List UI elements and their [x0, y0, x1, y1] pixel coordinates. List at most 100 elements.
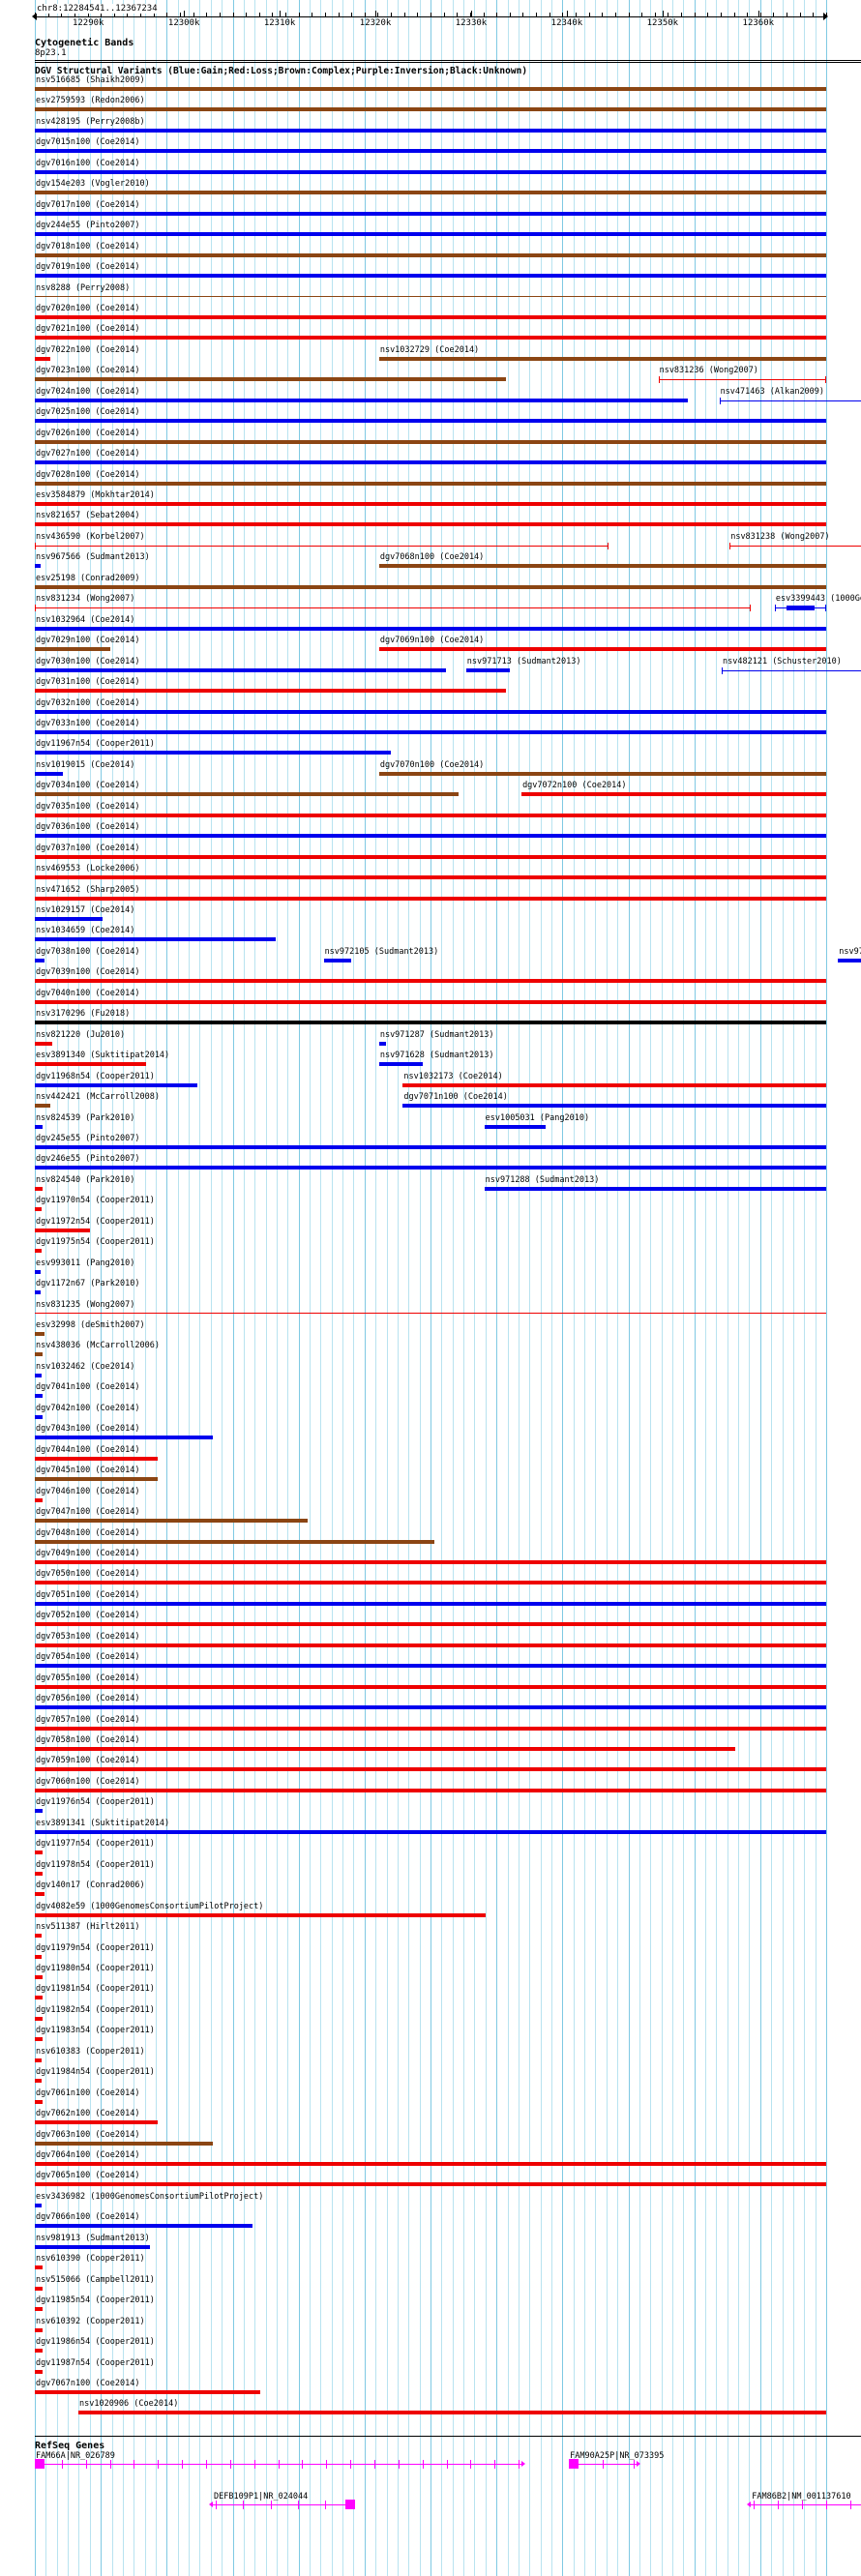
variant-feature[interactable] [35, 356, 51, 361]
variant-feature[interactable] [35, 252, 826, 257]
variant-feature[interactable] [35, 1974, 44, 1979]
dgv-variant-row[interactable]: dgv244e55 (Pinto2007) [0, 221, 861, 240]
variant-feature[interactable] [35, 2162, 826, 2166]
dgv-variant-row[interactable]: nsv821220 (Ju2010) nsv971287 (Sudmant2013… [0, 1030, 861, 1050]
dgv-variant-row[interactable]: dgv7058n100 (Coe2014) [0, 1735, 861, 1755]
variant-feature[interactable] [35, 460, 826, 465]
dgv-variant-row[interactable]: dgv7051n100 (Coe2014) [0, 1590, 861, 1610]
dgv-variant-row[interactable]: dgv7057n100 (Coe2014) [0, 1715, 861, 1734]
variant-feature[interactable] [35, 2058, 42, 2062]
variant-feature[interactable] [719, 397, 861, 404]
variant-feature[interactable] [35, 605, 752, 612]
variant-feature[interactable] [465, 667, 510, 672]
dgv-variant-row[interactable]: dgv7032n100 (Coe2014) [0, 698, 861, 718]
dgv-variant-row[interactable]: dgv246e55 (Pinto2007) [0, 1154, 861, 1173]
dgv-variant-row[interactable]: dgv7067n100 (Coe2014) [0, 2379, 861, 2398]
dgv-variant-row[interactable]: esv3436982 (1000GenomesConsortiumPilotPr… [0, 2192, 861, 2211]
variant-feature[interactable] [35, 128, 826, 133]
variant-feature[interactable] [35, 1851, 44, 1855]
dgv-variant-row[interactable]: dgv7024n100 (Coe2014) nsv471463 (Alkan200… [0, 387, 861, 406]
variant-feature[interactable] [35, 1912, 487, 1917]
variant-feature[interactable] [35, 1788, 826, 1792]
variant-feature[interactable] [35, 2349, 44, 2354]
dgv-variant-row[interactable]: nsv515066 (Campbell2011) [0, 2275, 861, 2295]
variant-feature[interactable] [378, 1062, 423, 1067]
variant-feature[interactable] [35, 1352, 44, 1357]
variant-feature[interactable] [323, 958, 352, 962]
dgv-variant-row[interactable]: dgv1172n67 (Park2010) [0, 1279, 861, 1298]
variant-feature[interactable] [35, 917, 103, 921]
dgv-variant-row[interactable]: dgv154e203 (Vogler2010) [0, 179, 861, 198]
variant-feature[interactable] [35, 2141, 214, 2146]
variant-feature[interactable] [35, 875, 826, 880]
variant-feature[interactable] [35, 1497, 44, 1502]
dgv-variant-row[interactable]: nsv436590 (Korbel2007) nsv831238 (Wong200… [0, 532, 861, 551]
variant-feature[interactable] [35, 336, 826, 341]
dgv-variant-row[interactable]: dgv7044n100 (Coe2014) [0, 1445, 861, 1465]
variant-feature[interactable] [35, 1228, 91, 1232]
variant-feature[interactable] [35, 1726, 826, 1731]
dgv-variant-row[interactable]: nsv1029157 (Coe2014)esv3322725 (1000Geno… [0, 905, 861, 925]
variant-feature[interactable] [484, 1124, 547, 1129]
dgv-variant-row[interactable]: dgv11987n54 (Cooper2011) [0, 2358, 861, 2378]
variant-feature[interactable] [35, 1684, 826, 1689]
variant-feature[interactable] [774, 605, 826, 612]
dgv-variant-row[interactable]: nsv821657 (Sebat2004) [0, 511, 861, 530]
dgv-variant-row[interactable]: dgv245e55 (Pinto2007) [0, 1134, 861, 1153]
variant-feature[interactable] [35, 1519, 309, 1524]
variant-feature[interactable] [35, 2099, 44, 2104]
variant-feature[interactable] [35, 999, 826, 1004]
variant-feature[interactable] [35, 1436, 214, 1440]
variant-feature[interactable] [35, 522, 826, 527]
variant-feature[interactable] [35, 1581, 826, 1585]
dgv-variant-row[interactable]: nsv438036 (McCarroll2006) [0, 1341, 861, 1360]
variant-feature[interactable] [838, 958, 861, 962]
dgv-variant-row[interactable]: dgv7061n100 (Coe2014) [0, 2088, 861, 2108]
variant-feature[interactable] [35, 2182, 826, 2187]
dgv-variant-row[interactable]: dgv7055n100 (Coe2014) [0, 1673, 861, 1693]
variant-feature[interactable] [35, 1996, 44, 2000]
dgv-variant-row[interactable]: dgv11984n54 (Cooper2011) [0, 2067, 861, 2087]
dgv-variant-row[interactable]: nsv824540 (Park2010) nsv971288 (Sudmant20… [0, 1175, 861, 1195]
variant-feature[interactable] [35, 1269, 41, 1274]
dgv-variant-row[interactable]: esv2759593 (Redon2006) [0, 96, 861, 115]
variant-feature[interactable] [35, 1041, 52, 1046]
dgv-variant-row[interactable]: nsv981913 (Sudmant2013) [0, 2234, 861, 2253]
variant-feature[interactable] [35, 1954, 42, 1959]
variant-feature[interactable] [35, 211, 826, 216]
variant-feature[interactable] [35, 1290, 41, 1295]
variant-feature[interactable] [35, 274, 826, 279]
variant-feature[interactable] [35, 2307, 44, 2312]
variant-feature[interactable] [35, 729, 826, 734]
dgv-variant-row[interactable]: esv993011 (Pang2010) [0, 1258, 861, 1278]
dgv-variant-row[interactable]: nsv831234 (Wong2007) esv3399443 (1000Geno… [0, 594, 861, 613]
dgv-variant-row[interactable]: dgv140n17 (Conrad2006) [0, 1880, 861, 1900]
dgv-variant-row[interactable]: dgv11967n54 (Cooper2011)dgv7074n100 (Coe… [0, 739, 861, 758]
variant-feature[interactable] [35, 1892, 45, 1897]
dgv-variant-row[interactable]: dgv7065n100 (Coe2014) [0, 2171, 861, 2190]
variant-feature[interactable] [35, 1601, 826, 1606]
dgv-variant-row[interactable]: dgv11979n54 (Cooper2011) [0, 1943, 861, 1963]
dgv-variant-row[interactable]: dgv7053n100 (Coe2014) [0, 1632, 861, 1651]
dgv-variant-row[interactable]: dgv11981n54 (Cooper2011) [0, 1984, 861, 2003]
dgv-variant-row[interactable]: dgv7056n100 (Coe2014) [0, 1694, 861, 1713]
dgv-variant-row[interactable]: dgv7045n100 (Coe2014) [0, 1466, 861, 1485]
variant-feature[interactable] [35, 2120, 158, 2125]
variant-feature[interactable] [35, 1539, 435, 1544]
variant-feature[interactable] [722, 666, 861, 674]
dgv-variant-row[interactable]: dgv7021n100 (Coe2014) [0, 324, 861, 343]
variant-feature[interactable] [35, 2286, 44, 2291]
dgv-variant-row[interactable]: nsv1020906 (Coe2014) [0, 2399, 861, 2418]
variant-feature[interactable] [35, 1062, 146, 1067]
variant-feature[interactable] [35, 1705, 826, 1710]
dgv-variant-row[interactable]: nsv1032964 (Coe2014) [0, 615, 861, 635]
variant-feature[interactable] [35, 191, 826, 195]
dgv-variant-row[interactable]: dgv7019n100 (Coe2014) [0, 262, 861, 281]
dgv-variant-row[interactable]: dgv7049n100 (Coe2014) [0, 1549, 861, 1568]
variant-feature[interactable] [35, 481, 826, 486]
variant-feature[interactable] [35, 689, 506, 694]
variant-feature[interactable] [35, 2389, 261, 2394]
variant-feature[interactable] [35, 377, 506, 382]
dgv-variant-row[interactable]: dgv7017n100 (Coe2014) [0, 200, 861, 220]
variant-feature[interactable] [378, 564, 826, 569]
